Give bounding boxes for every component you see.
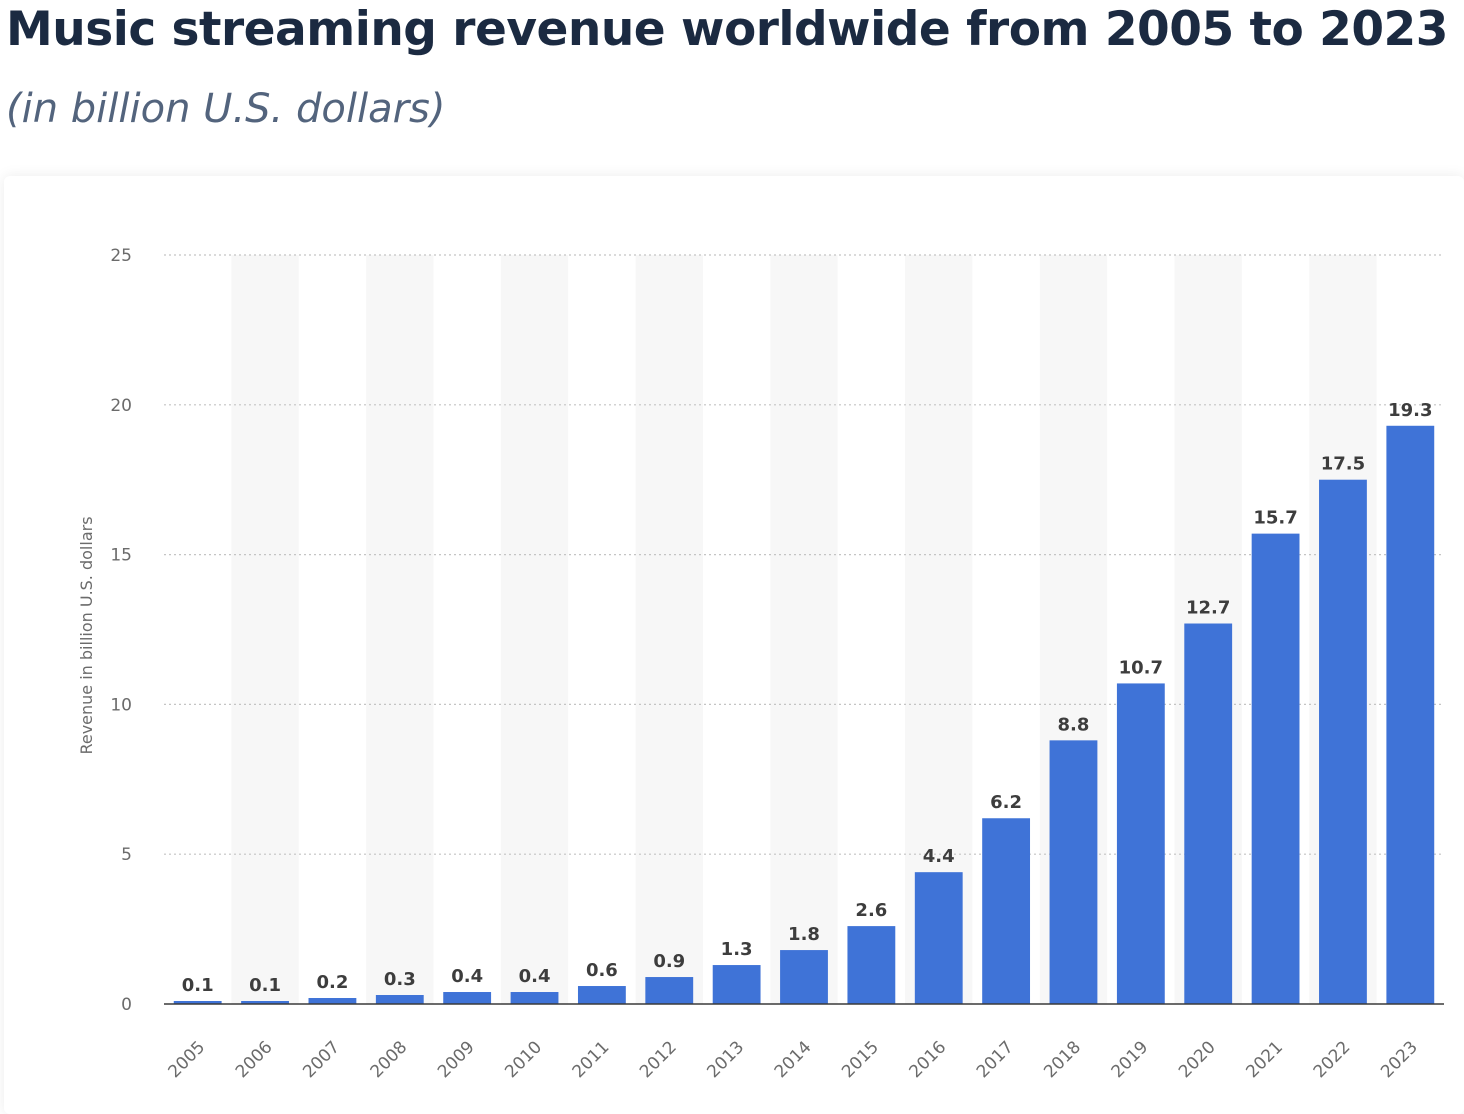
chart-subtitle: (in billion U.S. dollars) <box>6 86 446 132</box>
background-band <box>635 255 703 1004</box>
bar <box>173 1001 222 1004</box>
x-tick-label: 2007 <box>299 1037 344 1082</box>
x-tick-label: 2021 <box>1242 1037 1287 1082</box>
bar <box>982 818 1031 1004</box>
data-label: 0.4 <box>519 966 551 987</box>
y-tick-label: 10 <box>110 695 132 715</box>
bar <box>1116 683 1165 1004</box>
data-label: 0.9 <box>653 951 685 972</box>
x-tick-label: 2013 <box>703 1037 748 1082</box>
x-tick-label: 2017 <box>973 1037 1018 1082</box>
bar <box>645 977 694 1004</box>
data-label: 0.4 <box>451 966 483 987</box>
bar-chart: 0 5 10 15 20 25 0.1 2005 0.1 2006 0.2 2007 0.3 2008 0.… <box>77 246 1444 1082</box>
data-label: 1.8 <box>788 924 820 945</box>
bar <box>510 992 559 1004</box>
bar <box>241 1001 289 1004</box>
y-tick-label: 25 <box>110 246 132 266</box>
x-tick-label: 2006 <box>232 1037 277 1082</box>
bar <box>1049 740 1098 1004</box>
data-label: 0.6 <box>586 960 618 981</box>
bar <box>1251 533 1300 1004</box>
data-label: 6.2 <box>990 792 1022 813</box>
x-tick-label: 2009 <box>434 1037 479 1082</box>
x-tick-label: 2011 <box>569 1037 614 1082</box>
data-label: 0.1 <box>182 975 214 996</box>
x-tick-label: 2015 <box>838 1037 883 1082</box>
data-label: 12.7 <box>1186 598 1230 619</box>
data-label: 0.3 <box>384 969 416 990</box>
y-tick-label: 15 <box>110 546 132 566</box>
data-label: 10.7 <box>1119 657 1163 678</box>
data-label: 1.3 <box>721 939 753 960</box>
data-label: 8.8 <box>1058 714 1090 735</box>
y-tick-label: 5 <box>121 845 132 865</box>
y-axis-title: Revenue in billion U.S. dollars <box>77 516 96 754</box>
x-tick-label: 2010 <box>501 1037 546 1082</box>
chart-title: Music streaming revenue worldwide from 2… <box>6 2 1448 57</box>
bar <box>1386 425 1435 1005</box>
data-label: 0.2 <box>316 972 348 993</box>
x-tick-label: 2018 <box>1040 1037 1085 1082</box>
y-tick-label: 0 <box>121 995 132 1015</box>
bar <box>780 950 828 1004</box>
x-tick-label: 2019 <box>1108 1037 1153 1082</box>
y-tick-label: 20 <box>110 396 132 416</box>
x-tick-label: 2014 <box>771 1037 816 1082</box>
bar <box>308 998 357 1004</box>
data-label: 19.3 <box>1388 400 1432 421</box>
bar <box>375 995 424 1004</box>
chart-card: 0 5 10 15 20 25 0.1 2005 0.1 2006 0.2 2007 0.3 2008 0.… <box>4 176 1464 1114</box>
data-label: 0.1 <box>249 975 281 996</box>
data-label: 15.7 <box>1253 508 1297 529</box>
background-band <box>500 255 569 1004</box>
x-tick-label: 2023 <box>1377 1037 1422 1082</box>
bar <box>443 992 492 1004</box>
bar <box>914 872 963 1004</box>
bar <box>712 965 761 1004</box>
x-tick-label: 2022 <box>1310 1037 1355 1082</box>
data-label: 2.6 <box>855 900 887 921</box>
data-label: 17.5 <box>1321 454 1365 475</box>
x-tick-label: 2016 <box>906 1037 951 1082</box>
x-tick-label: 2012 <box>636 1037 681 1082</box>
data-label: 4.4 <box>923 846 955 867</box>
bar <box>1184 623 1233 1004</box>
bar <box>577 986 626 1004</box>
bar <box>847 926 896 1004</box>
background-band <box>770 255 838 1004</box>
x-tick-label: 2005 <box>164 1037 209 1082</box>
x-tick-label: 2008 <box>367 1037 412 1082</box>
background-band <box>366 255 434 1004</box>
bar <box>1319 479 1367 1004</box>
background-band <box>231 255 299 1004</box>
x-tick-label: 2020 <box>1175 1037 1220 1082</box>
